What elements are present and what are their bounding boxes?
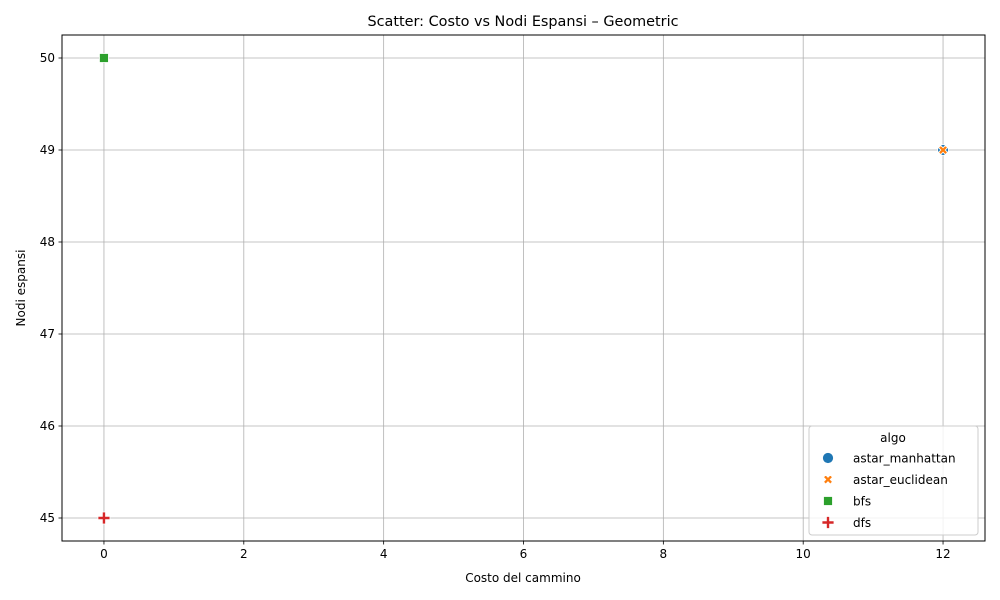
data-point-bfs	[99, 53, 109, 63]
y-axis-label: Nodi espansi	[14, 250, 28, 327]
x-tick-label: 12	[935, 547, 950, 561]
grid	[62, 35, 985, 541]
data-point-dfs	[97, 511, 111, 525]
legend-marker-astar_manhattan	[822, 452, 834, 464]
legend-label-astar_euclidean: astar_euclidean	[853, 473, 948, 487]
y-tick-label: 50	[40, 51, 55, 65]
plot-frame	[61, 34, 986, 542]
legend-title: algo	[880, 431, 906, 445]
x-tick-label: 6	[520, 547, 528, 561]
legend-label-dfs: dfs	[853, 516, 871, 530]
legend-marker-bfs	[823, 496, 833, 506]
legend-marker-dfs	[821, 516, 835, 529]
y-tick-label: 46	[40, 419, 55, 433]
x-tick-label: 4	[380, 547, 388, 561]
x-tick-label: 8	[660, 547, 668, 561]
data-points	[97, 53, 949, 525]
legend-marker-astar_euclidean	[822, 474, 834, 485]
legend-box	[808, 425, 979, 536]
x-tick-label: 0	[100, 547, 108, 561]
legend-label-astar_manhattan: astar_manhattan	[853, 452, 956, 466]
y-tick-label: 45	[40, 511, 55, 525]
data-point-astar_euclidean	[937, 144, 949, 156]
x-tick-label: 10	[796, 547, 811, 561]
y-tick-label: 48	[40, 235, 55, 249]
y-tick-label: 49	[40, 143, 55, 157]
x-tick-label: 2	[240, 547, 248, 561]
x-axis-label: Costo del cammino	[465, 571, 581, 585]
y-tick-label: 47	[40, 327, 55, 341]
legend-label-bfs: bfs	[853, 495, 871, 509]
chart-title: Scatter: Costo vs Nodi Espansi – Geometr…	[368, 14, 679, 30]
